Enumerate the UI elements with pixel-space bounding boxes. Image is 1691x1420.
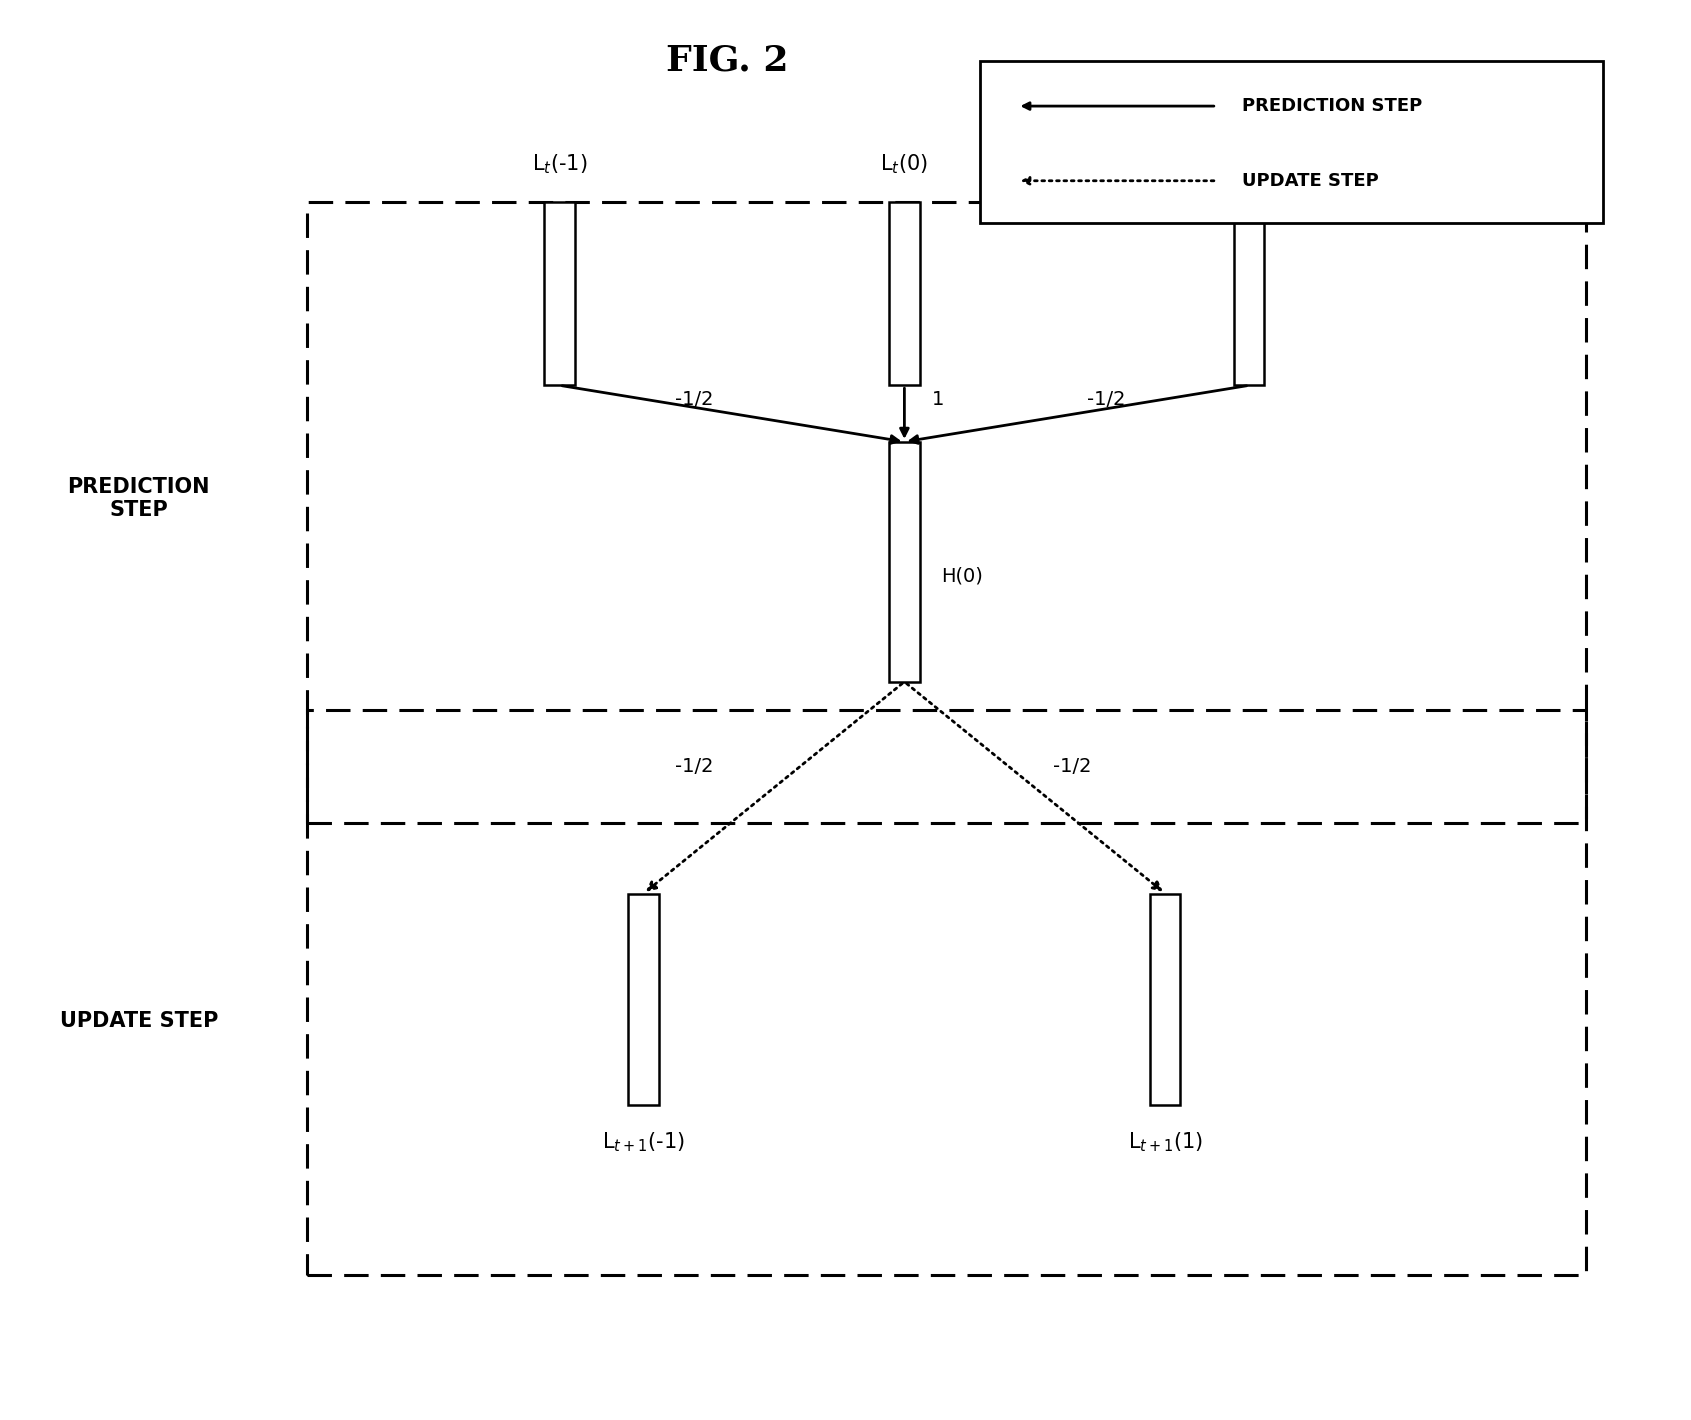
Bar xyxy=(308,202,1586,824)
FancyArrowPatch shape xyxy=(648,683,903,890)
FancyArrowPatch shape xyxy=(906,683,1160,890)
FancyArrowPatch shape xyxy=(910,386,1246,443)
Text: L$_{t+1}$(-1): L$_{t+1}$(-1) xyxy=(602,1130,685,1154)
Text: 1: 1 xyxy=(932,391,944,409)
Text: UPDATE STEP: UPDATE STEP xyxy=(59,1011,218,1031)
Bar xyxy=(545,202,575,385)
Bar xyxy=(629,893,659,1105)
Text: H(0): H(0) xyxy=(942,567,982,585)
Bar xyxy=(1234,202,1265,385)
FancyArrowPatch shape xyxy=(561,386,898,443)
Text: -1/2: -1/2 xyxy=(675,391,714,409)
Text: UPDATE STEP: UPDATE STEP xyxy=(1241,172,1378,190)
Text: -1/2: -1/2 xyxy=(1087,391,1126,409)
FancyArrowPatch shape xyxy=(1023,102,1214,109)
Text: -1/2: -1/2 xyxy=(675,757,714,775)
Bar xyxy=(1150,893,1180,1105)
FancyArrowPatch shape xyxy=(1023,178,1214,185)
Text: L$_{t+1}$(1): L$_{t+1}$(1) xyxy=(1128,1130,1202,1154)
Text: PREDICTION
STEP: PREDICTION STEP xyxy=(68,477,210,520)
Text: PREDICTION STEP: PREDICTION STEP xyxy=(1241,97,1422,115)
Text: L$_t$(-1): L$_t$(-1) xyxy=(531,153,587,176)
Text: L$_t$(0): L$_t$(0) xyxy=(881,153,928,176)
FancyArrowPatch shape xyxy=(901,388,908,436)
Bar xyxy=(308,710,1586,1275)
Text: -1/2: -1/2 xyxy=(1053,757,1092,775)
Text: FIG. 2: FIG. 2 xyxy=(666,44,790,78)
Bar xyxy=(889,202,920,385)
Bar xyxy=(889,442,920,682)
Text: L$_t$(1): L$_t$(1) xyxy=(1226,153,1273,176)
Bar xyxy=(981,61,1603,223)
